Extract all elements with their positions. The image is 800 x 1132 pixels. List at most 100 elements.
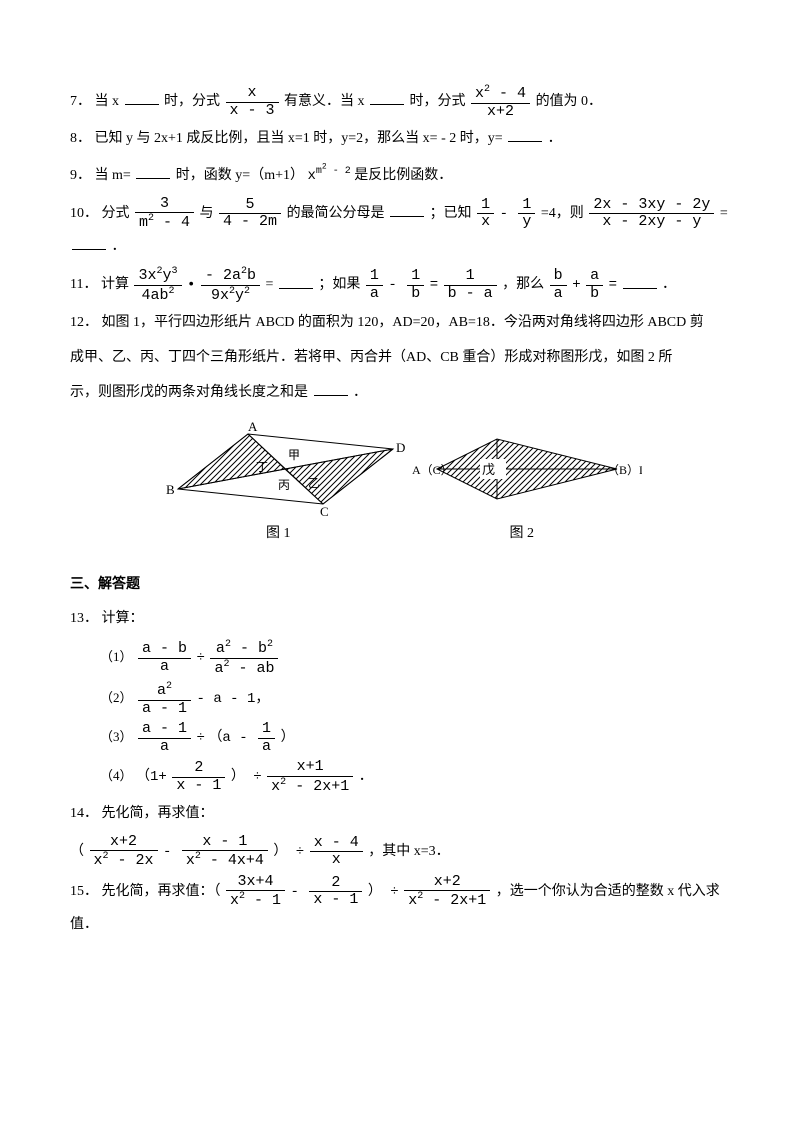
q11-t1: 计算 (101, 278, 129, 293)
fig1-label: 图 1 (158, 519, 398, 550)
dot: • (187, 278, 195, 294)
lbl-ding: 丁 (256, 460, 268, 474)
p3-frac-2: 1 a (258, 721, 275, 755)
p4-frac-1: 2 x - 1 (172, 760, 225, 794)
txt: - ab (229, 660, 274, 677)
question-12: 12． 如图 1，平行四边形纸片 ABCD 的面积为 120，AD=20，AB=… (70, 308, 730, 339)
frac-den: 4ab2 (134, 286, 181, 305)
q11-frac-5: 1 b - a (444, 268, 497, 302)
q10-frac-4: 1 y (518, 197, 535, 231)
q11-t3: ，那么 (502, 278, 544, 293)
lbl-BD: （B）D (607, 463, 642, 477)
q9-t2: 时，函数 y=（m+1） (176, 168, 304, 183)
txt: - 4x+4 (201, 852, 264, 869)
q12-tail: ． (353, 385, 367, 400)
frac-num: - 2a2b (201, 266, 260, 286)
q10-frac-3: 1 x (477, 197, 494, 231)
frac-num: 3x+4 (226, 874, 285, 892)
question-15: 15． 先化简，再求值：（ 3x+4 x2 - 1 - 2 x - 1 ） ÷ … (70, 874, 730, 941)
question-14: 14． 先化简，再求值： (70, 799, 730, 830)
frac-den: x (310, 852, 363, 869)
q13-num: 13． (70, 611, 98, 626)
q9-num: 9． (70, 168, 91, 183)
lbl-wu: 戊 (482, 462, 495, 477)
question-7: 7． 当 x 时，分式 x x - 3 有意义．当 x 时，分式 x2 - 4 … (70, 84, 730, 120)
question-8: 8． 已知 y 与 2x+1 成反比例，且当 x=1 时，y=2，那么当 x= … (70, 124, 730, 155)
frac-num: 1 (407, 268, 424, 286)
open: （a - (208, 730, 256, 746)
q10-frac-2: 5 4 - 2m (219, 197, 281, 231)
q14-frac-1: x+2 x2 - 2x (90, 834, 158, 870)
q12-line2: 成甲、乙、丙、丁四个三角形纸片．若将甲、丙合并（AD、CB 重合）形成对称图形戊… (70, 350, 672, 365)
frac-den: x+2 (471, 104, 530, 121)
frac-den: x2 - 1 (226, 891, 285, 910)
q13-part-4: （4） （1+ 2 x - 1 ） ÷ x+1 x2 - 2x+1 ． (70, 759, 730, 795)
txt: x (230, 892, 239, 909)
frac-den: b (586, 286, 603, 303)
frac-num: x2 - 4 (471, 84, 530, 104)
txt: - 2x (109, 852, 154, 869)
frac-num: a - b (138, 641, 191, 659)
q9-base: x (307, 168, 315, 184)
q11-frac-3: 1 a (366, 268, 383, 302)
frac-den: a (138, 739, 191, 756)
frac-num: a2 (138, 681, 191, 701)
frac-num: a (586, 268, 603, 286)
question-13: 13． 计算： (70, 604, 730, 635)
p2-frac-1: a2 a - 1 (138, 681, 191, 717)
p1-frac-1: a - b a (138, 641, 191, 675)
q14-tail: ，其中 x=3． (368, 844, 449, 859)
frac-num: x+2 (90, 834, 158, 852)
q15-frac-2: 2 x - 1 (309, 875, 362, 909)
txt: y (235, 287, 244, 304)
frac-den: x - 3 (226, 103, 279, 120)
q13-part-2: （2） a2 a - 1 - a - 1， (70, 681, 730, 717)
frac-num: 2 (309, 875, 362, 893)
frac-den: x2 - 2x+1 (267, 777, 353, 796)
q12-figures: A B C D 甲 乙 丙 丁 戊 A（C） （B）D 图 1 图 2 (70, 419, 730, 550)
frac-num: x - 1 (182, 834, 268, 852)
close: ） (281, 730, 295, 746)
q12-line2-row: 成甲、乙、丙、丁四个三角形纸片．若将甲、丙合并（AD、CB 重合）形成对称图形戊… (70, 343, 730, 374)
txt: - 1 (245, 892, 281, 909)
q12-blank (314, 381, 348, 396)
q10-blank-2 (72, 235, 106, 250)
q11-blank-2 (623, 274, 657, 289)
q15-frac-1: 3x+4 x2 - 1 (226, 874, 285, 910)
q11-num: 11． (70, 278, 97, 293)
frac-num: x (226, 85, 279, 103)
figure-2-svg: 戊 A（C） （B）D (412, 419, 642, 519)
q10-frac-5: 2x - 3xy - 2y x - 2xy - y (589, 197, 714, 231)
frac-num: 1 (366, 268, 383, 286)
q7-blank-1 (125, 90, 159, 105)
question-10: 10． 分式 3 m2 - 4 与 5 4 - 2m 的最简公分母是 ；已知 1… (70, 196, 730, 263)
frac-den: 4 - 2m (219, 214, 281, 231)
frac-num: x - 4 (310, 835, 363, 853)
section-3-title: 三、解答题 (70, 570, 730, 601)
q10-num: 10． (70, 206, 98, 221)
txt: - 4 (154, 214, 190, 231)
q10-mid: 与 (200, 206, 214, 221)
q10-frac-1: 3 m2 - 4 (135, 196, 194, 232)
eq1: = (266, 278, 274, 293)
frac-den: x2 - 2x+1 (404, 891, 490, 910)
txt: x (94, 852, 103, 869)
q8-blank (508, 127, 542, 142)
p2-tail: - a - 1， (197, 691, 270, 707)
lbl-jia: 甲 (288, 448, 300, 462)
sup: 2 (267, 639, 273, 650)
minus: - (388, 278, 405, 294)
txt: - 2a (205, 267, 241, 284)
txt: - 2 (327, 166, 351, 177)
q11-frac-7: a b (586, 268, 603, 302)
frac-num: 3x2y3 (134, 266, 181, 286)
q11-frac-1: 3x2y3 4ab2 (134, 266, 181, 304)
close: ） ÷ (273, 844, 304, 860)
lbl-bing: 丙 (278, 478, 290, 492)
q9-t1: 当 m= (95, 168, 131, 183)
lbl-AC: A（C） (412, 463, 453, 477)
frac-den: 9x2y2 (201, 286, 260, 305)
q15-frac-3: x+2 x2 - 2x+1 (404, 874, 490, 910)
frac-den: x (477, 214, 494, 231)
frac-den: x - 2xy - y (589, 214, 714, 231)
